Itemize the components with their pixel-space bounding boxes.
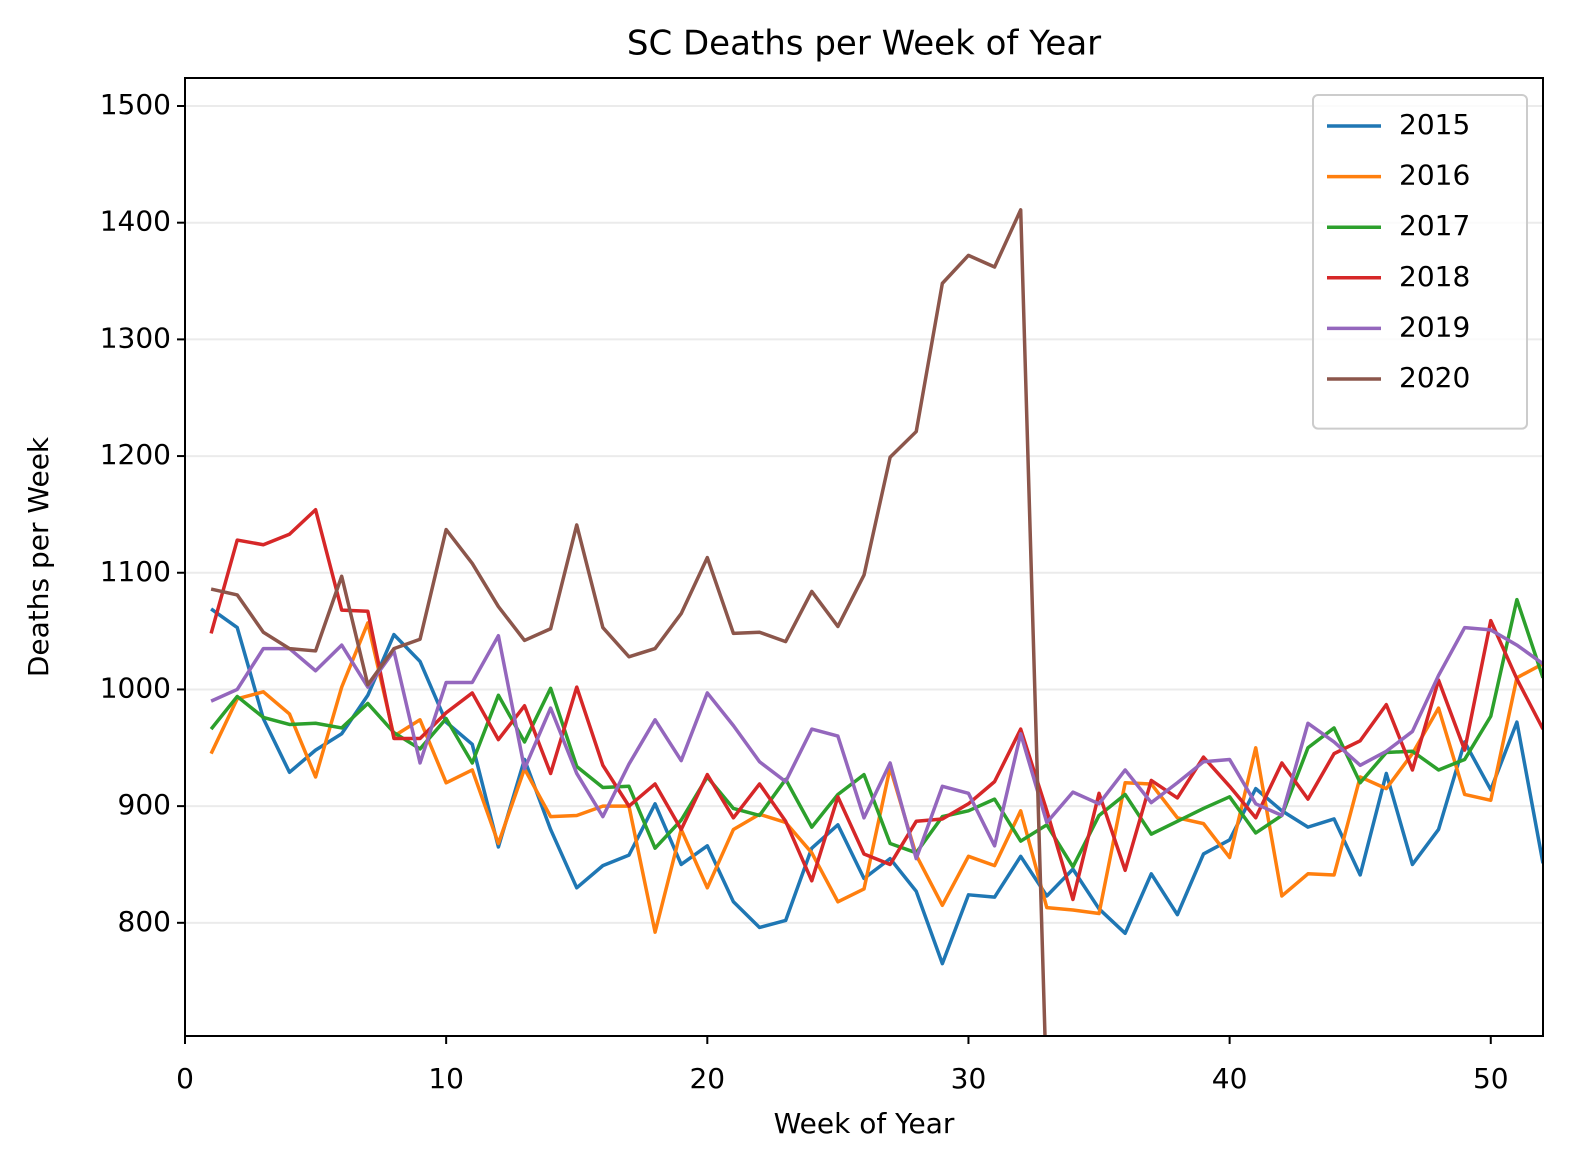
legend-label: 2016 (1399, 159, 1470, 192)
series-line (210, 208, 1047, 1036)
grid (185, 105, 1543, 924)
legend-label: 2015 (1399, 108, 1470, 141)
x-tick-label: 50 (1473, 1062, 1509, 1095)
x-axis-label: Week of Year (774, 1107, 955, 1140)
y-tick-label: 1100 (100, 555, 171, 588)
chart-title: SC Deaths per Week of Year (627, 24, 1101, 64)
plot-frame (184, 77, 1544, 1037)
plot-lines (209, 208, 1543, 1036)
series-line (210, 625, 1543, 861)
series-line (209, 597, 1543, 869)
series-line (209, 621, 1543, 934)
x-tick-label: 40 (1212, 1062, 1248, 1095)
legend-box (1312, 94, 1528, 430)
legend: 2015 2016 2017 2018 2019 2020 (1312, 94, 1528, 430)
y-tick-label: 900 (118, 788, 171, 821)
y-tick-label: 1400 (100, 205, 171, 238)
x-tick-label: 30 (951, 1062, 987, 1095)
x-tick-label: 0 (176, 1062, 194, 1095)
legend-label: 2017 (1399, 209, 1470, 242)
y-tick-label: 800 (118, 905, 171, 938)
y-tick-label: 1300 (100, 321, 171, 354)
legend-label: 2020 (1399, 361, 1470, 394)
legend-label: 2018 (1399, 260, 1470, 293)
y-tick-label: 1200 (100, 438, 171, 471)
y-tick-label: 1000 (100, 671, 171, 704)
y-axis-label: Deaths per Week (22, 436, 55, 677)
legend-label: 2019 (1399, 310, 1470, 343)
x-tick-label: 20 (689, 1062, 725, 1095)
series-line (210, 607, 1543, 966)
x-tick-label: 10 (428, 1062, 464, 1095)
y-tick-label: 1500 (100, 88, 171, 121)
